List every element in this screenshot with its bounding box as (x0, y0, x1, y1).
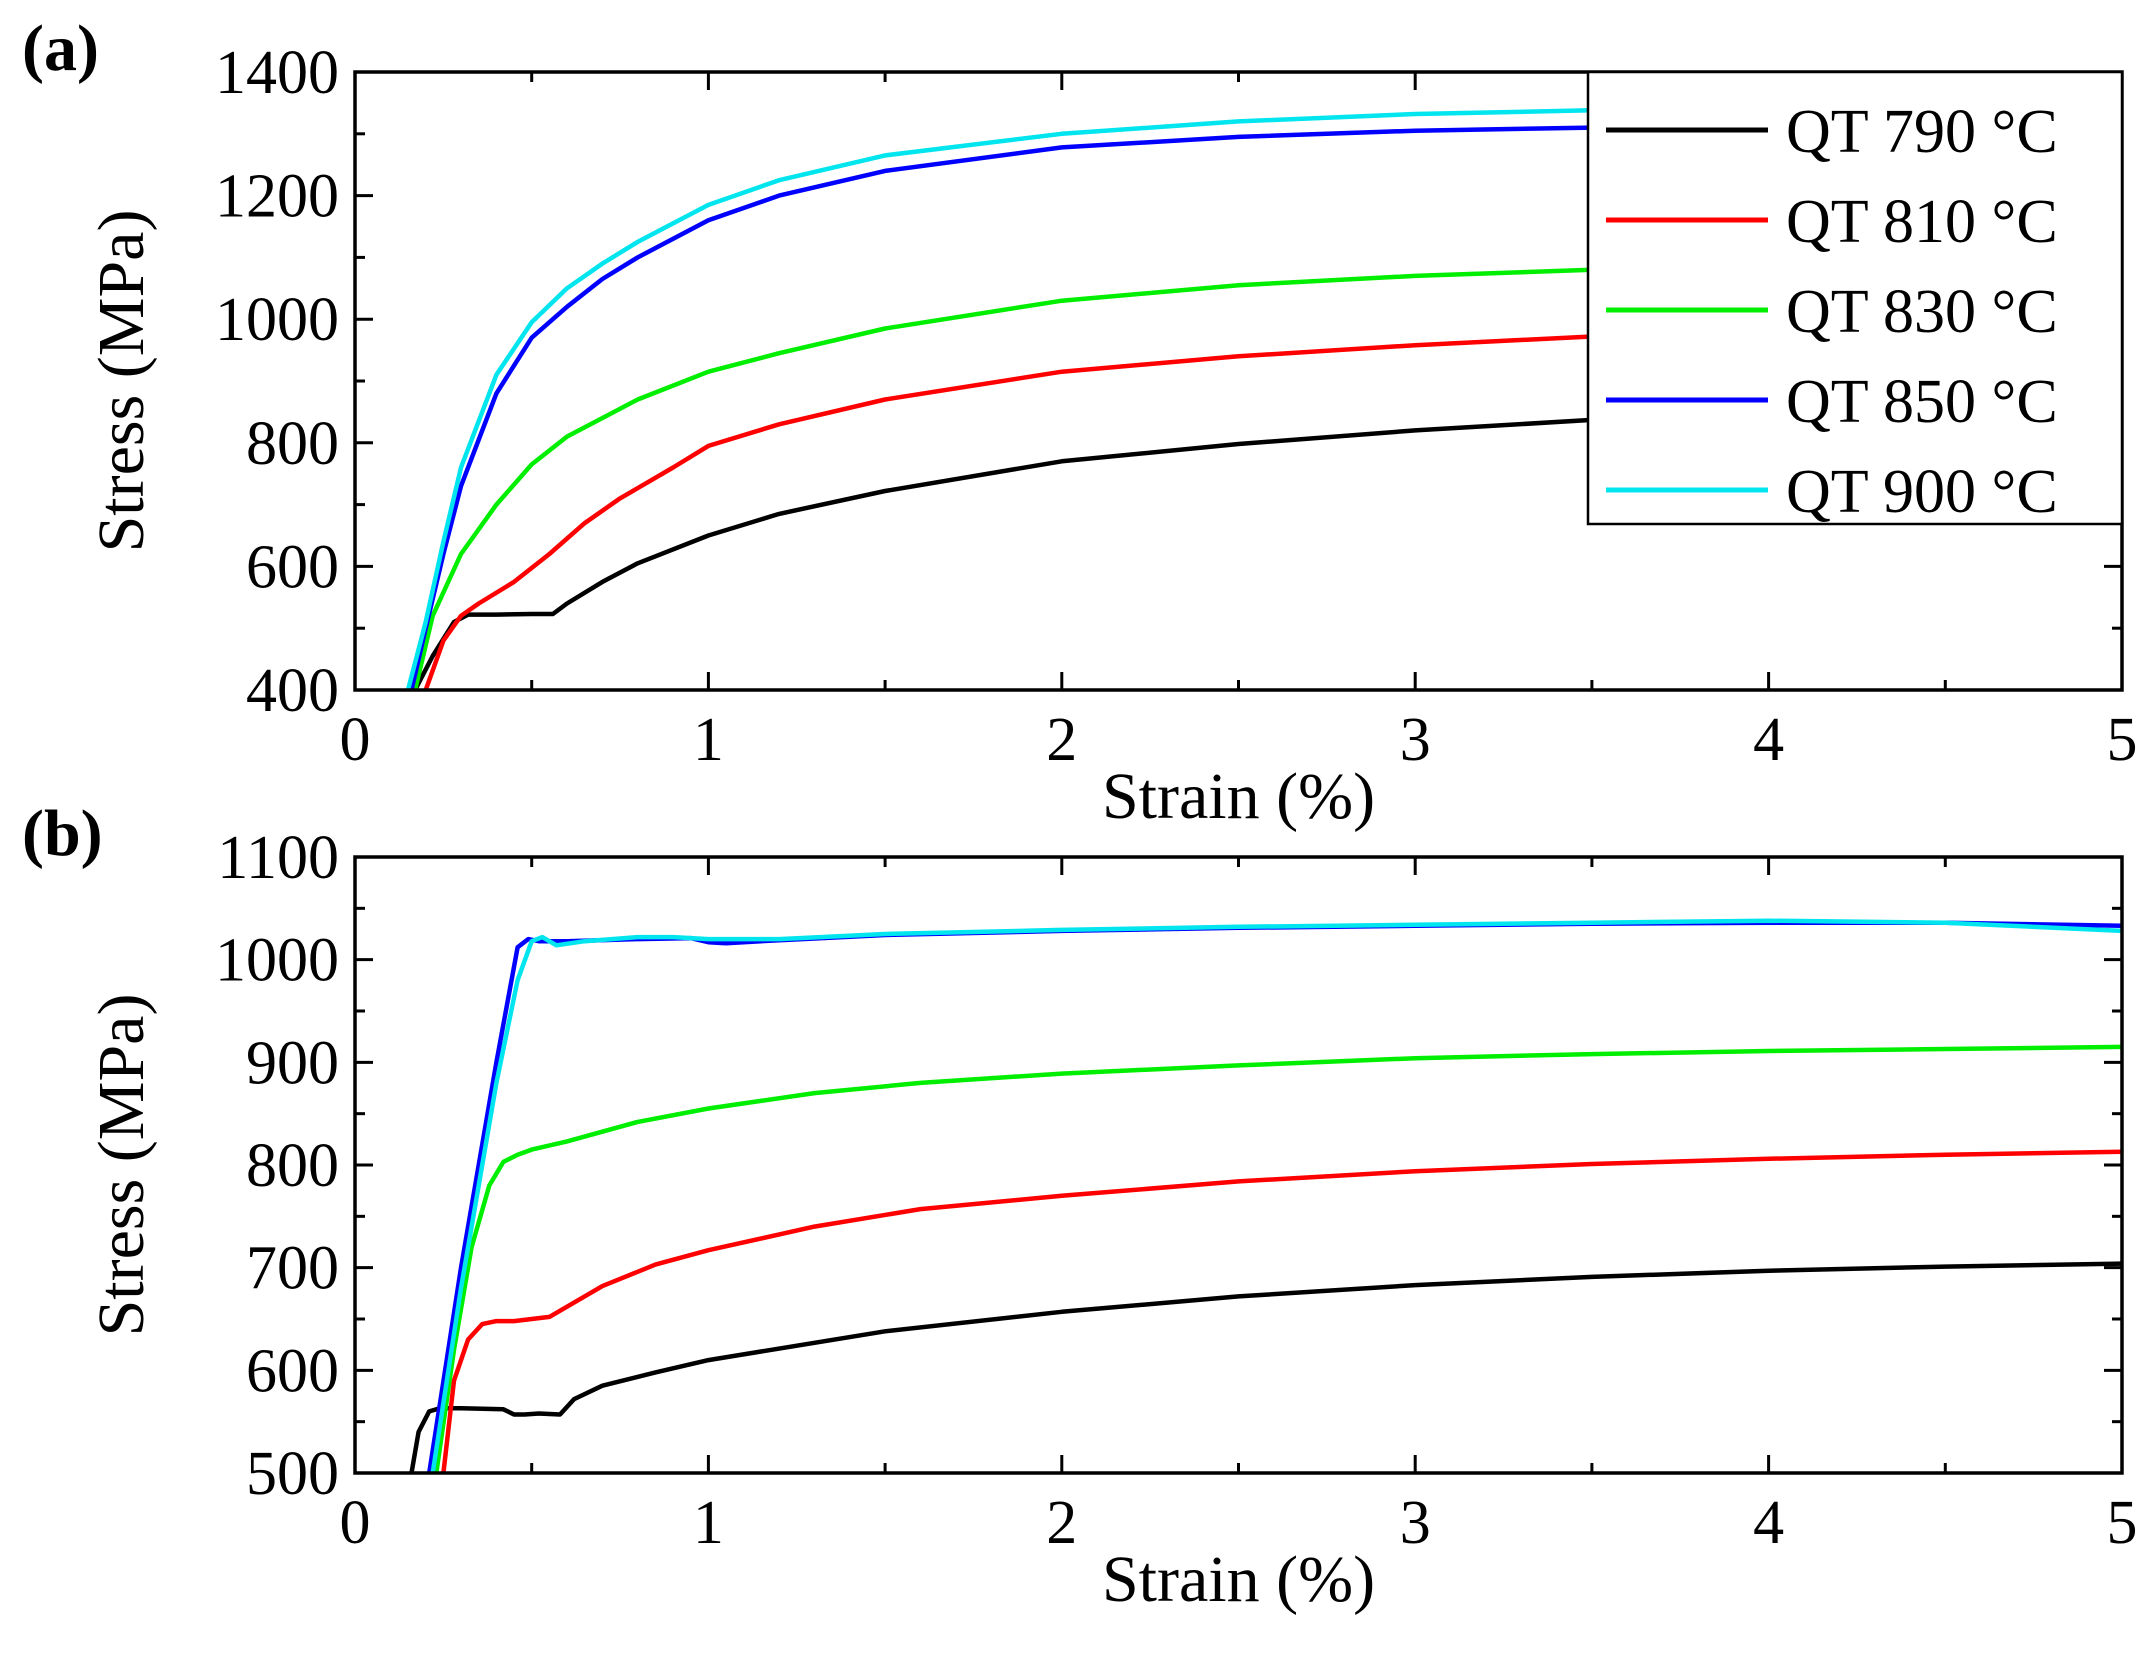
series-line-790 (409, 1261, 2122, 1473)
y-axis-title: Stress (MPa) (85, 210, 158, 553)
x-tick-label: 3 (1400, 706, 1431, 774)
series-line-830 (434, 1044, 2122, 1473)
legend-label: QT 790 °C (1786, 98, 2058, 166)
series-line-900 (430, 918, 2122, 1473)
plot-frame (353, 855, 2124, 1475)
x-tick-label: 2 (1046, 706, 1077, 774)
panel-a: 0 1 2 3 4 5 400 600 800 1000 1200 1400 Strain (%) Str… (22, 12, 2138, 833)
y-tick-label: 800 (246, 410, 339, 478)
series-group (409, 918, 2122, 1473)
x-tick-label: 4 (1753, 706, 1784, 774)
y-tick-label: 700 (246, 1235, 339, 1303)
legend-label: QT 900 °C (1786, 458, 2058, 526)
y-tick-label: 1100 (217, 824, 339, 892)
x-axis-title: Strain (%) (1102, 760, 1375, 833)
y-tick-label: 500 (246, 1440, 339, 1508)
x-tick-label: 2 (1046, 1489, 1077, 1557)
y-tick-label: 1000 (215, 927, 339, 995)
series-line-850 (426, 920, 2122, 1473)
x-tick-label: 3 (1400, 1489, 1431, 1557)
y-tick-label: 600 (246, 533, 339, 601)
y-tick-label: 1200 (215, 163, 339, 231)
panel-label: (b) (22, 797, 103, 870)
series-line-790 (412, 398, 2122, 690)
x-tick-label: 0 (340, 1489, 371, 1557)
x-tick-label: 1 (693, 1489, 724, 1557)
y-tick-label: 800 (246, 1132, 339, 1200)
y-tick-label: 600 (246, 1337, 339, 1405)
x-tick-label: 4 (1753, 1489, 1784, 1557)
y-tick-label: 900 (246, 1029, 339, 1097)
x-axis-title: Strain (%) (1102, 1543, 1375, 1616)
legend-box (1586, 70, 2124, 526)
x-tick-label: 1 (693, 706, 724, 774)
y-tick-label: 1000 (215, 286, 339, 354)
x-tick-label: 5 (2107, 1489, 2138, 1557)
series-line-810 (441, 1149, 2122, 1473)
legend-label: QT 830 °C (1786, 278, 2058, 346)
legend-label: QT 850 °C (1786, 368, 2058, 436)
y-axis-title: Stress (MPa) (85, 994, 158, 1337)
y-tick-label: 1400 (215, 39, 339, 107)
panel-label: (a) (22, 12, 99, 85)
legend-label: QT 810 °C (1786, 188, 2058, 256)
x-tick-label: 5 (2107, 706, 2138, 774)
y-tick-label: 400 (246, 657, 339, 725)
panel-b: 0 1 2 3 4 5 500 600 700 800 900 1000 1100 Strain (%) S… (22, 797, 2138, 1616)
x-tick-label: 0 (340, 706, 371, 774)
